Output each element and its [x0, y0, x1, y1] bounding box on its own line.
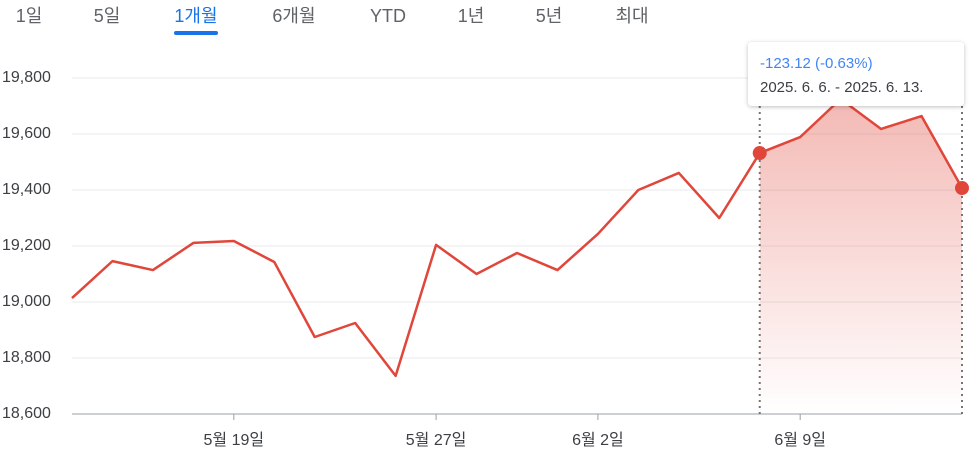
x-tick-label: 5월 19일 — [204, 431, 265, 449]
time-range-tab[interactable]: 1년 — [458, 6, 485, 26]
y-tick-label: 19,400 — [2, 181, 51, 198]
time-range-tab[interactable]: 6개월 — [272, 6, 315, 26]
time-range-tab[interactable]: 5년 — [536, 6, 563, 26]
range-point — [955, 181, 969, 196]
y-tick-label: 19,600 — [2, 125, 51, 142]
range-point — [752, 146, 767, 161]
highlight-area — [759, 99, 962, 414]
y-tick-label: 19,800 — [2, 69, 51, 86]
y-tick-label: 18,800 — [2, 349, 51, 366]
tooltip-range: 2025. 6. 6. - 2025. 6. 13. — [760, 79, 923, 96]
y-tick-label: 18,600 — [2, 405, 51, 422]
tooltip-box — [748, 42, 964, 106]
x-tick-label: 5월 27일 — [406, 431, 467, 449]
time-range-tab[interactable]: 1일 — [16, 6, 43, 26]
tooltip-change: -123.12 (-0.63%) — [760, 55, 873, 72]
time-range-tab[interactable]: 최대 — [615, 6, 648, 26]
time-range-tab[interactable]: YTD — [370, 6, 406, 26]
time-range-tab[interactable]: 1개월 — [174, 6, 217, 26]
x-tick-label: 6월 2일 — [572, 431, 624, 449]
active-tab-indicator — [174, 31, 218, 35]
x-tick-label: 6월 9일 — [774, 431, 826, 449]
time-range-tab[interactable]: 5일 — [94, 6, 121, 26]
price-line — [71, 97, 964, 378]
y-tick-label: 19,000 — [2, 293, 51, 310]
y-tick-label: 19,200 — [2, 237, 51, 254]
